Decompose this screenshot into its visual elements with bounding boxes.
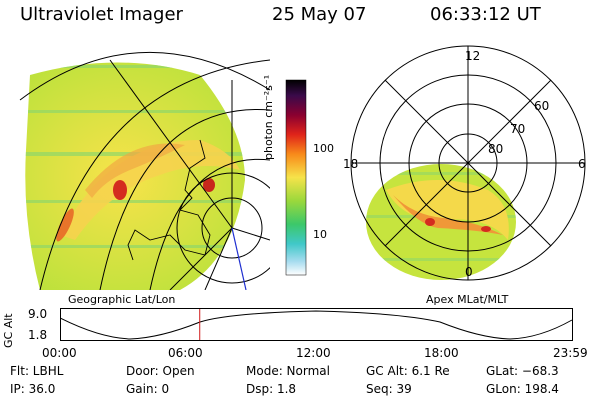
lat-label-70: 70 — [510, 122, 525, 136]
altitude-ylabel: GC Alt — [2, 313, 15, 348]
mlt-label-0: 0 — [465, 265, 473, 279]
lat-label-60: 60 — [534, 99, 549, 113]
info-ip: IP: 36.0 — [10, 382, 56, 396]
info-mode: Mode: Normal — [246, 364, 330, 378]
info-glon: GLon: 198.4 — [486, 382, 559, 396]
colorbar-unit-label: photon cm⁻²s⁻¹ — [262, 74, 275, 160]
info-flt: Flt: LBHL — [10, 364, 64, 378]
alt-tick-low: 1.8 — [28, 328, 48, 342]
right-panel-label: Apex MLat/MLT — [426, 293, 509, 306]
observation-date: 25 May 07 — [272, 4, 367, 25]
colorbar-tick-10: 10 — [313, 228, 327, 241]
geographic-image — [19, 51, 270, 290]
info-door: Door: Open — [126, 364, 195, 378]
time-tick-2359: 23:59 — [553, 346, 588, 360]
time-tick-1800: 18:00 — [424, 346, 459, 360]
mlt-label-12: 12 — [465, 49, 480, 63]
colorbar-tick-100: 100 — [313, 142, 334, 155]
info-dsp: Dsp: 1.8 — [246, 382, 297, 396]
mlt-label-18: 18 — [343, 157, 358, 171]
info-glat: GLat: −68.3 — [486, 364, 559, 378]
left-panel-label: Geographic Lat/Lon — [68, 293, 176, 306]
time-tick-0000: 00:00 — [42, 346, 77, 360]
time-tick-0600: 06:00 — [168, 346, 203, 360]
info-gc-alt: GC Alt: 6.1 Re — [366, 364, 450, 378]
instrument-title: Ultraviolet Imager — [20, 4, 183, 25]
colorbar — [285, 79, 307, 276]
mlt-label-6: 6 — [578, 157, 586, 171]
info-gain: Gain: 0 — [126, 382, 170, 396]
lat-label-80: 80 — [488, 142, 503, 156]
polar-plot: 12 18 6 0 60 70 80 — [343, 45, 586, 281]
altitude-plot — [60, 308, 573, 341]
time-tick-1200: 12:00 — [296, 346, 331, 360]
alt-tick-high: 9.0 — [28, 307, 48, 321]
observation-time: 06:33:12 UT — [430, 4, 541, 25]
info-seq: Seq: 39 — [366, 382, 412, 396]
